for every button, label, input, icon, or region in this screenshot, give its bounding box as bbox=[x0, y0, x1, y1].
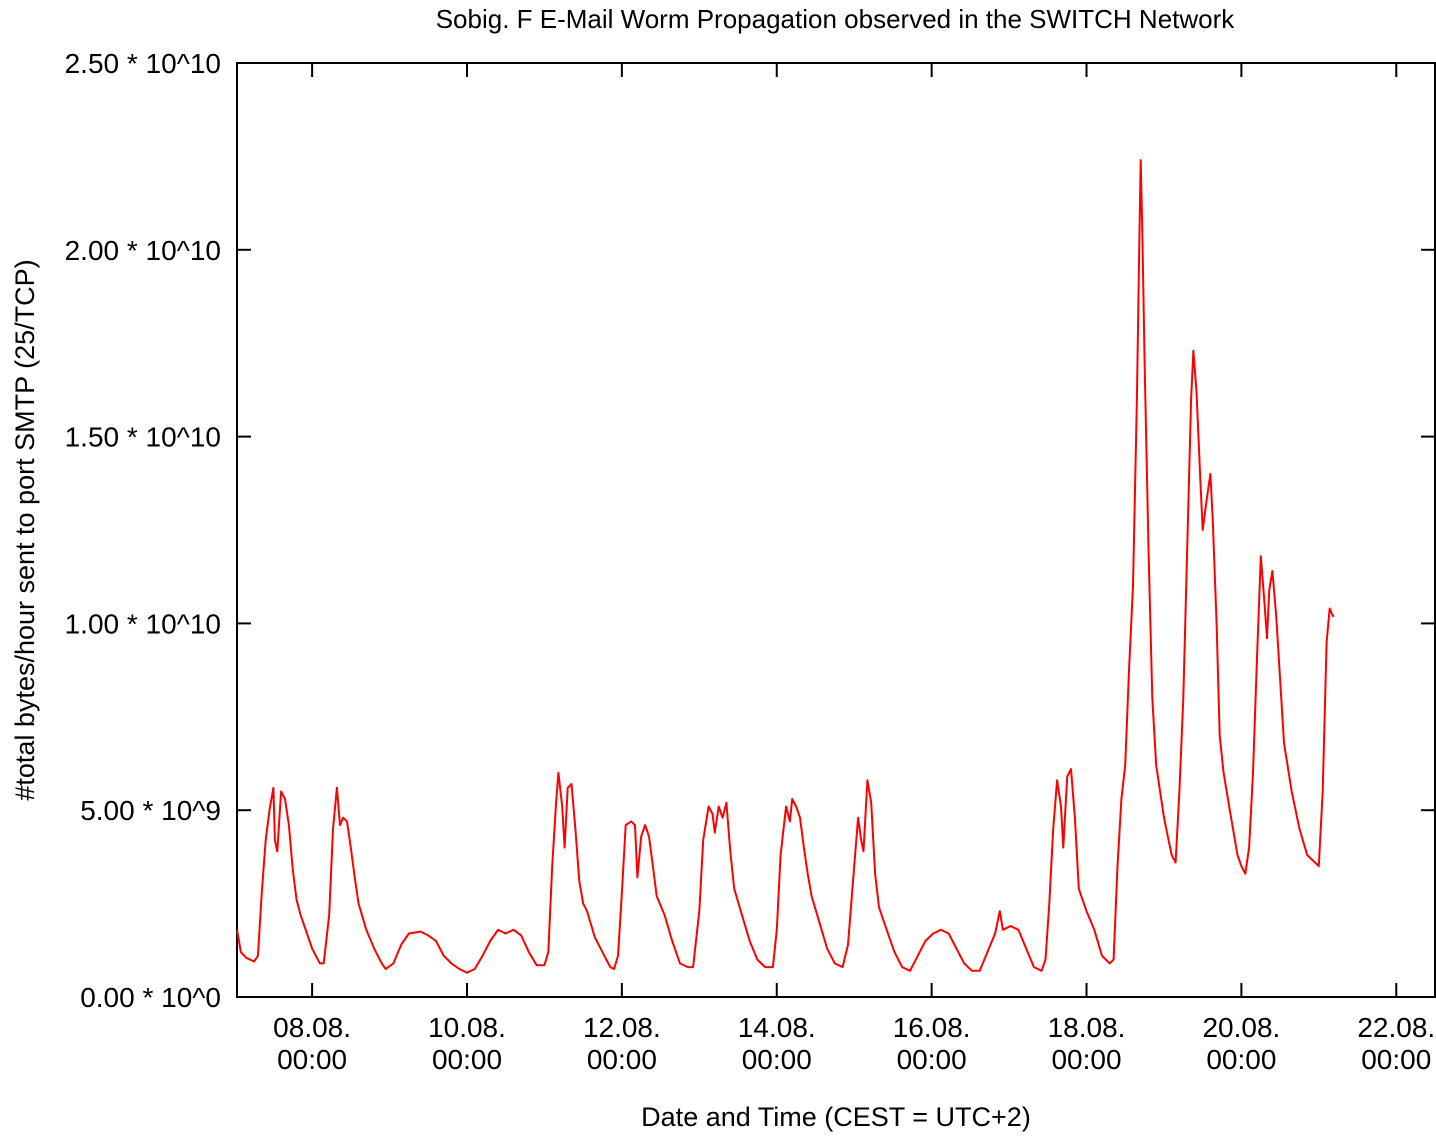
chart-title: Sobig. F E-Mail Worm Propagation observe… bbox=[436, 4, 1236, 34]
y-axis-ticks: 0.00 * 10^0 5.00 * 10^9 1.00 * 10^10 1.50 *… bbox=[65, 48, 1435, 1013]
x-tick-label-time: 00:00 bbox=[432, 1044, 502, 1075]
x-tick-label-date: 08.08. bbox=[273, 1012, 351, 1043]
y-tick-label: 2.50 * 10^10 bbox=[65, 48, 221, 79]
x-tick-label-time: 00:00 bbox=[587, 1044, 657, 1075]
plot-frame bbox=[236, 62, 1436, 998]
x-tick-label-date: 20.08. bbox=[1202, 1012, 1280, 1043]
x-tick-label-time: 00:00 bbox=[1206, 1044, 1276, 1075]
x-axis-ticks: 08.08.00:0010.08.00:0012.08.00:0014.08.0… bbox=[273, 63, 1435, 1075]
x-tick-label-date: 14.08. bbox=[738, 1012, 816, 1043]
y-tick-label: 2.00 * 10^10 bbox=[65, 235, 221, 266]
x-tick-label-date: 22.08. bbox=[1357, 1012, 1435, 1043]
y-tick-label: 1.00 * 10^10 bbox=[65, 608, 221, 639]
x-tick-label-date: 18.08. bbox=[1048, 1012, 1126, 1043]
y-tick-label: 1.50 * 10^10 bbox=[65, 422, 221, 453]
x-tick-label-time: 00:00 bbox=[897, 1044, 967, 1075]
x-tick-label-date: 16.08. bbox=[893, 1012, 971, 1043]
x-axis-label: Date and Time (CEST = UTC+2) bbox=[641, 1102, 1031, 1132]
x-tick-label-date: 12.08. bbox=[583, 1012, 661, 1043]
x-tick-label-time: 00:00 bbox=[277, 1044, 347, 1075]
x-tick-label-time: 00:00 bbox=[742, 1044, 812, 1075]
x-tick-label-date: 10.08. bbox=[428, 1012, 506, 1043]
series-line bbox=[236, 159, 1335, 974]
y-axis-label: #total bytes/hour sent to port SMTP (25/… bbox=[10, 259, 40, 800]
x-tick-label-time: 00:00 bbox=[1361, 1044, 1431, 1075]
y-tick-label: 0.00 * 10^0 bbox=[80, 982, 221, 1013]
x-tick-label-time: 00:00 bbox=[1051, 1044, 1121, 1075]
y-tick-label: 5.00 * 10^9 bbox=[80, 795, 221, 826]
